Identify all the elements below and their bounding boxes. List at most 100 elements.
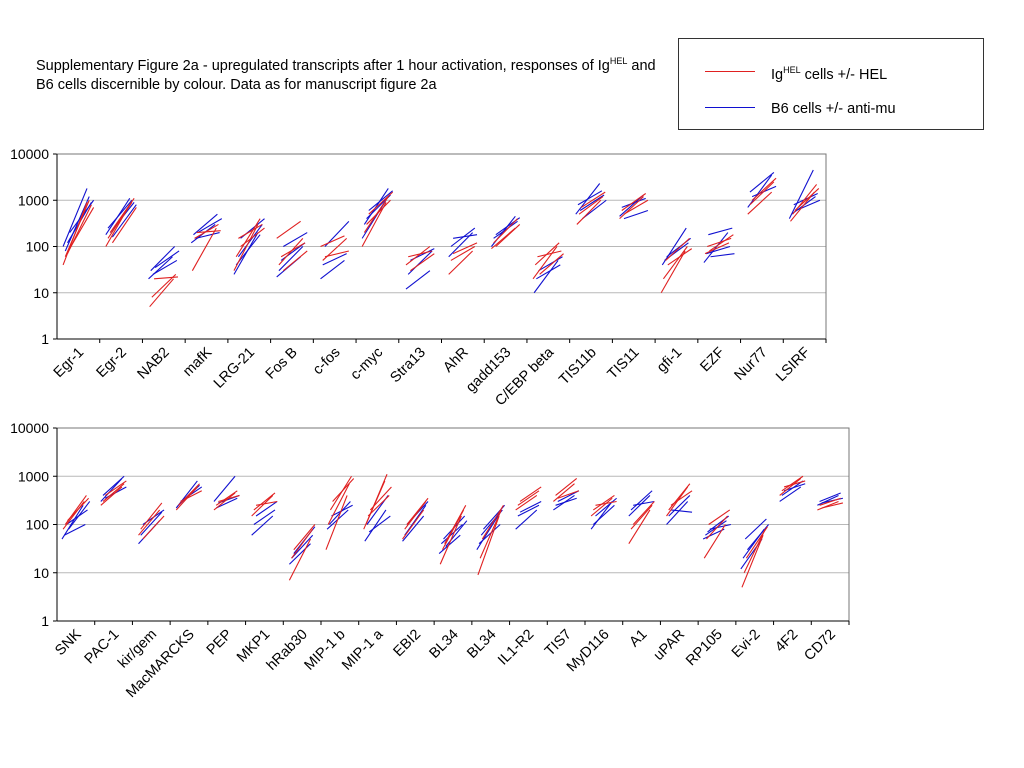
- ighel-response-line: [619, 196, 644, 220]
- legend-item-b6: B6 cells +/- anti-mu: [679, 101, 983, 121]
- b6-response-line: [193, 213, 218, 236]
- b6-response-line: [788, 169, 814, 219]
- ighel-response-line: [69, 207, 95, 249]
- b6-response-line: [283, 232, 308, 247]
- ighel-response-line: [218, 494, 240, 503]
- b6-response-line: [670, 509, 693, 513]
- ighel-response-line: [493, 218, 518, 244]
- y-tick-label: 10: [33, 285, 49, 301]
- b6-response-line: [744, 518, 767, 540]
- x-tick-label: LRG-21: [211, 345, 258, 392]
- b6-response-line: [195, 232, 220, 239]
- y-tick-label: 1000: [18, 192, 49, 208]
- x-tick-label: EZF: [697, 344, 728, 375]
- ighel-response-line: [140, 502, 163, 530]
- ighel-response-line: [293, 524, 316, 551]
- ighel-response-line: [747, 191, 773, 215]
- b6-response-line: [476, 515, 499, 551]
- b6-response-line: [747, 524, 769, 551]
- b6-response-line: [709, 523, 731, 530]
- b6-response-line: [793, 192, 818, 206]
- b6-response-line: [747, 174, 773, 208]
- ighel-response-line: [100, 486, 123, 506]
- b6-response-line: [819, 492, 841, 502]
- ighel-response-line: [178, 483, 200, 506]
- ighel-response-line: [578, 196, 604, 215]
- b6-response-line: [100, 478, 123, 502]
- ighel-response-line: [481, 505, 504, 540]
- b6-response-line: [322, 253, 347, 266]
- ighel-response-line: [783, 480, 806, 488]
- ighel-response-line: [781, 475, 804, 492]
- b6-response-line: [445, 520, 468, 547]
- ighel-response-line: [405, 246, 431, 266]
- b6-response-line: [666, 501, 689, 525]
- b6-response-line: [62, 188, 88, 247]
- legend-label-ighel: IgHEL cells +/- HEL: [771, 65, 887, 83]
- ighel-response-line: [790, 191, 815, 222]
- b6-response-line: [61, 505, 84, 540]
- x-tick-label: BL34: [427, 627, 462, 662]
- ighel-response-line: [240, 227, 265, 247]
- x-tick-label: PEP: [204, 627, 236, 659]
- x-tick-label: NAB2: [135, 345, 173, 383]
- ighel-response-line: [180, 490, 203, 502]
- b6-response-line: [288, 543, 311, 565]
- caption-sup: HEL: [609, 56, 628, 66]
- ighel-response-line: [452, 242, 478, 255]
- ighel-response-line: [366, 199, 391, 225]
- ighel-response-line: [142, 515, 165, 540]
- ighel-response-line: [332, 478, 355, 502]
- ighel-response-line: [369, 486, 392, 511]
- ighel-response-line: [537, 250, 562, 258]
- ighel-response-line: [282, 250, 308, 272]
- ighel-response-line: [495, 224, 521, 247]
- ighel-response-line: [450, 246, 476, 261]
- b6-response-line: [703, 232, 729, 263]
- ighel-response-line: [439, 515, 462, 565]
- ighel-response-line: [590, 497, 613, 517]
- x-tick-label: AhR: [440, 345, 471, 376]
- y-tick-label: 1: [41, 613, 49, 629]
- b6-response-line: [404, 504, 427, 536]
- b6-response-line: [237, 224, 263, 258]
- legend-label-rest: cells +/- HEL: [800, 66, 888, 83]
- ighel-response-line: [276, 220, 301, 239]
- y-tick-label: 100: [26, 517, 50, 533]
- ighel-response-line: [555, 478, 578, 496]
- ighel-response-line: [479, 509, 502, 559]
- ighel-response-line: [327, 483, 350, 525]
- b6-response-line: [66, 509, 88, 525]
- x-tick-label: TIS11b: [556, 345, 600, 389]
- legend-label-main: Ig: [771, 66, 784, 83]
- legend-label-b6: B6 cells +/- anti-mu: [771, 101, 896, 117]
- b6-response-line: [590, 501, 613, 530]
- ighel-response-line: [517, 490, 540, 506]
- b6-response-line: [140, 511, 163, 536]
- b6-response-line: [152, 259, 178, 275]
- b6-response-line: [148, 256, 173, 280]
- ighel-response-line: [630, 504, 653, 530]
- ighel-response-line: [288, 538, 311, 581]
- ighel-response-line: [703, 524, 726, 559]
- ighel-response-line: [709, 234, 734, 252]
- ighel-response-line: [138, 509, 161, 536]
- ighel-response-line: [196, 230, 221, 234]
- x-tick-label: TIS11: [605, 345, 643, 383]
- ighel-response-line: [515, 494, 538, 511]
- b6-response-line: [215, 497, 238, 509]
- x-tick-label: Nur77: [732, 345, 771, 384]
- ighel-response-line: [322, 237, 348, 261]
- b6-response-line: [63, 524, 86, 536]
- ighel-response-line: [149, 278, 174, 308]
- b6-response-line: [440, 524, 463, 545]
- ighel-response-line: [707, 237, 732, 248]
- ighel-response-line: [408, 250, 433, 258]
- ighel-response-line: [592, 494, 615, 511]
- ighel-response-line: [251, 495, 274, 517]
- b6-response-line: [453, 234, 478, 239]
- b6-response-line: [107, 199, 133, 229]
- x-tick-label: EBI2: [391, 627, 425, 661]
- b6-response-line: [255, 501, 278, 517]
- b6-response-line: [278, 246, 304, 272]
